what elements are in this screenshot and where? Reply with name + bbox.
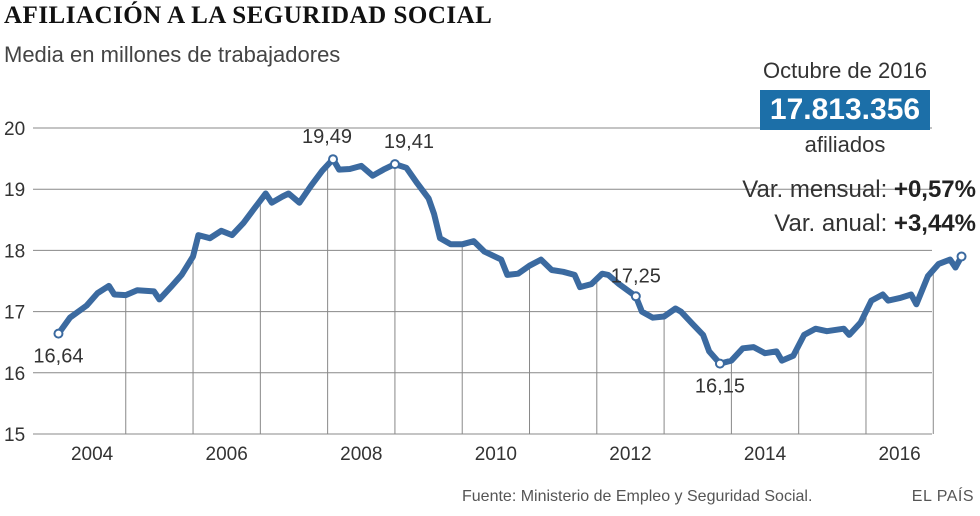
annual-variation: Var. anual: +3,44% <box>774 210 976 238</box>
annotation-point-3 <box>630 291 641 302</box>
chart-title: AFILIACIÓN A LA SEGURIDAD SOCIAL <box>4 2 493 29</box>
x-axis-ticks: 2004 2006 2008 2010 2012 2014 2016 <box>71 444 921 465</box>
annotation-point-5 <box>956 251 967 262</box>
annotation-point-1 <box>328 154 339 165</box>
x-tick-2010: 2010 <box>475 444 517 465</box>
annotation-point-4 <box>714 358 725 369</box>
highlight-date: Octubre de 2016 <box>763 58 927 83</box>
y-tick-16: 16 <box>4 364 25 385</box>
annual-variation-label: Var. anual: <box>774 210 888 237</box>
annotation-label-17,25: 17,25 <box>611 265 661 287</box>
series-line <box>55 156 965 367</box>
y-axis-ticks: 15 16 17 18 19 20 <box>4 119 25 446</box>
x-tick-2004: 2004 <box>71 444 114 465</box>
source-note: Fuente: Ministerio de Empleo y Seguridad… <box>462 488 813 505</box>
x-tick-2006: 2006 <box>206 444 248 465</box>
monthly-variation-value: +0,57% <box>893 176 976 203</box>
annotation-labels: 16,64 19,49 19,41 17,25 16,15 <box>33 126 745 397</box>
y-tick-20: 20 <box>4 119 25 140</box>
vertical-gridlines <box>125 164 934 434</box>
highlight-box: Octubre de 2016 17.813.356 afiliados <box>690 58 980 158</box>
y-tick-17: 17 <box>4 303 25 324</box>
annual-variation-value: +3,44% <box>893 210 976 237</box>
y-tick-18: 18 <box>4 241 25 262</box>
annotation-points <box>53 154 967 369</box>
y-tick-19: 19 <box>4 180 25 201</box>
annotation-label-16,15: 16,15 <box>695 376 745 398</box>
x-tick-2016: 2016 <box>878 444 920 465</box>
annotation-point-2 <box>389 159 400 170</box>
horizontal-gridlines <box>33 127 932 435</box>
x-tick-2008: 2008 <box>340 444 382 465</box>
y-tick-15: 15 <box>4 425 25 446</box>
highlight-unit: afiliados <box>804 132 886 157</box>
annotation-label-16,64: 16,64 <box>33 346 83 368</box>
brand-logo: EL PAÍS <box>911 488 974 505</box>
annotation-point-0 <box>53 328 64 339</box>
annotation-label-19,49: 19,49 <box>302 126 352 148</box>
annotation-label-19,41: 19,41 <box>384 131 434 153</box>
x-tick-2014: 2014 <box>744 444 787 465</box>
x-tick-2012: 2012 <box>609 444 651 465</box>
monthly-variation: Var. mensual: +0,57% <box>742 176 976 204</box>
chart-subtitle: Media en millones de trabajadores <box>4 42 341 67</box>
monthly-variation-label: Var. mensual: <box>742 176 888 203</box>
highlight-value: 17.813.356 <box>759 90 931 130</box>
